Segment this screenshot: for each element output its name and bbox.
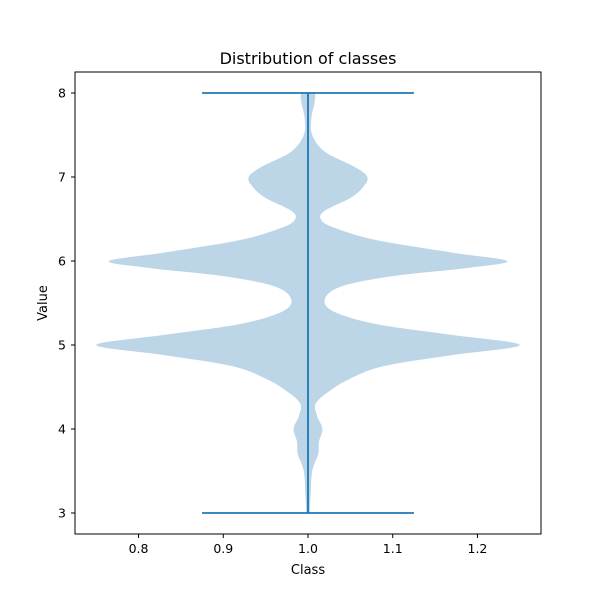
y-tick-label: 3	[58, 506, 66, 521]
y-tick-label: 4	[58, 422, 66, 437]
y-tick-label: 5	[58, 338, 66, 353]
x-axis: 0.8 0.9 1.0 1.1 1.2	[129, 534, 488, 556]
y-tick-label: 6	[58, 254, 66, 269]
x-tick-label: 0.9	[213, 541, 233, 556]
y-tick-label: 7	[58, 170, 66, 185]
y-tick-label: 8	[58, 86, 66, 101]
x-tick-label: 1.2	[468, 541, 488, 556]
y-axis: 3 4 5 6 7 8	[58, 86, 75, 521]
x-tick-label: 0.8	[129, 541, 149, 556]
x-tick-label: 1.1	[383, 541, 403, 556]
x-tick-label: 1.0	[298, 541, 318, 556]
x-axis-label: Class	[291, 563, 325, 578]
plot-area	[74, 71, 542, 535]
chart-title: Distribution of classes	[220, 49, 397, 68]
y-axis-label: Value	[36, 285, 51, 321]
violin-layer	[96, 91, 520, 514]
